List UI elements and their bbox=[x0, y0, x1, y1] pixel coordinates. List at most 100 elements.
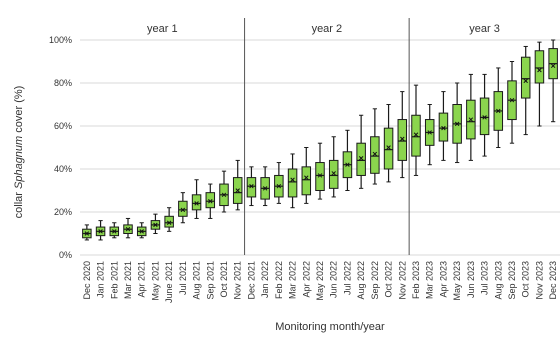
period-label: year 3 bbox=[469, 23, 500, 35]
y-axis-label-part-3: cover (%) bbox=[13, 86, 25, 136]
box-jan-2021 bbox=[95, 220, 106, 241]
mean-marker bbox=[523, 78, 528, 84]
box-dec-2021 bbox=[246, 166, 257, 207]
x-tick-label: Oct 2021 bbox=[219, 261, 229, 298]
box-jun-2022 bbox=[328, 136, 339, 198]
mean-marker bbox=[304, 175, 309, 180]
x-tick-label: Feb 2021 bbox=[109, 261, 119, 299]
mean-marker bbox=[386, 145, 391, 150]
y-tick-label: 20% bbox=[54, 207, 72, 217]
box-iqr bbox=[301, 166, 312, 196]
x-tick-label: Sep 2023 bbox=[507, 261, 517, 300]
mean-marker bbox=[112, 229, 117, 234]
y-axis-label-part-2: Sphagnum bbox=[13, 136, 25, 189]
box-sep-2022 bbox=[370, 108, 380, 185]
box-iqr bbox=[479, 97, 490, 136]
mean-marker bbox=[235, 188, 240, 193]
box-sep-2023 bbox=[507, 61, 517, 144]
box-iqr bbox=[397, 119, 408, 161]
period-dividers bbox=[244, 18, 410, 255]
box-iqr bbox=[191, 194, 202, 211]
mean-marker bbox=[194, 201, 199, 206]
box-may-2022 bbox=[315, 142, 325, 200]
box-iqr bbox=[411, 114, 421, 157]
box-mar-2022 bbox=[287, 153, 298, 209]
x-tick-label: Apr 2021 bbox=[137, 261, 147, 298]
x-tick-label: Dec 2021 bbox=[246, 261, 256, 300]
box-aug-2022 bbox=[356, 114, 366, 189]
x-tick-label: Mar 2021 bbox=[123, 261, 133, 299]
box-nov-2022 bbox=[397, 91, 408, 179]
box-iqr bbox=[370, 136, 380, 174]
x-tick-label: Dec 2023 bbox=[548, 261, 558, 300]
box-nov-2021 bbox=[232, 159, 243, 211]
mean-marker bbox=[84, 231, 90, 236]
x-tick-label: Apr 2022 bbox=[301, 261, 311, 298]
box-sep-2021 bbox=[205, 183, 216, 219]
box-feb-2022 bbox=[274, 162, 284, 204]
y-tick-label: 0% bbox=[59, 250, 72, 260]
mean-marker bbox=[331, 171, 336, 176]
mean-marker bbox=[221, 192, 227, 198]
box-iqr bbox=[287, 168, 298, 198]
x-tick-label: Sep 2021 bbox=[205, 261, 215, 300]
box-apr-2021 bbox=[136, 222, 147, 239]
y-tick-labels: 0% 20% 40% 60% 80% 100% bbox=[49, 35, 72, 260]
mean-marker bbox=[249, 183, 254, 189]
x-tick-label: May 2023 bbox=[452, 261, 462, 301]
box-apr-2023 bbox=[438, 91, 449, 161]
x-tick-label: Sep 2022 bbox=[370, 261, 380, 300]
box-iqr bbox=[520, 56, 531, 99]
x-tick-label: Jul 2022 bbox=[342, 261, 352, 295]
x-tick-label: Feb 2022 bbox=[274, 261, 284, 299]
box-jun-2023 bbox=[466, 73, 476, 161]
box-aug-2021 bbox=[191, 179, 202, 219]
box-iqr bbox=[246, 177, 257, 198]
mean-marker bbox=[468, 117, 474, 122]
box-feb-2021 bbox=[109, 222, 120, 239]
y-axis-label: collar Sphagnum cover (%) bbox=[13, 86, 25, 219]
mean-marker bbox=[427, 130, 432, 135]
mean-marker bbox=[317, 173, 323, 178]
mean-marker bbox=[482, 115, 487, 120]
box-jul-2021 bbox=[178, 192, 188, 224]
x-tick-label: May 2021 bbox=[150, 261, 160, 301]
mean-marker bbox=[139, 229, 144, 234]
x-tick-label: Mar 2022 bbox=[288, 261, 298, 299]
mean-marker bbox=[454, 121, 460, 127]
box-iqr bbox=[356, 142, 366, 176]
y-tick-label: 60% bbox=[54, 121, 72, 131]
x-tick-label: Jul 2023 bbox=[480, 261, 490, 295]
box-june-2021 bbox=[164, 207, 174, 232]
x-tick-label: Oct 2023 bbox=[521, 261, 531, 298]
mean-marker bbox=[345, 162, 350, 167]
box-mar-2021 bbox=[123, 217, 133, 239]
box-iqr bbox=[205, 192, 216, 209]
box-feb-2023 bbox=[411, 84, 421, 176]
box-iqr bbox=[383, 127, 394, 170]
x-tick-label: Mar 2023 bbox=[425, 261, 435, 299]
boxes bbox=[82, 39, 558, 241]
box-jul-2023 bbox=[479, 73, 490, 157]
mean-marker bbox=[413, 132, 419, 137]
mean-marker bbox=[358, 156, 364, 161]
box-mar-2023 bbox=[424, 104, 435, 166]
x-tick-label: June 2021 bbox=[164, 261, 174, 303]
x-tick-label: Nov 2023 bbox=[534, 261, 544, 300]
period-label: year 2 bbox=[312, 23, 343, 35]
mean-marker bbox=[153, 222, 158, 228]
box-oct-2023 bbox=[520, 45, 531, 136]
x-tick-label: Aug 2022 bbox=[356, 261, 366, 300]
mean-marker bbox=[180, 207, 186, 213]
mean-marker bbox=[537, 67, 542, 73]
box-aug-2023 bbox=[493, 67, 504, 148]
x-tick-label: Dec 2020 bbox=[82, 261, 92, 300]
box-may-2021 bbox=[150, 213, 161, 234]
box-jan-2022 bbox=[260, 166, 270, 207]
period-label: year 1 bbox=[147, 23, 178, 35]
box-apr-2022 bbox=[301, 147, 312, 204]
x-tick-label: Nov 2022 bbox=[397, 261, 407, 300]
box-nov-2023 bbox=[534, 41, 545, 127]
y-tick-label: 100% bbox=[49, 35, 72, 45]
